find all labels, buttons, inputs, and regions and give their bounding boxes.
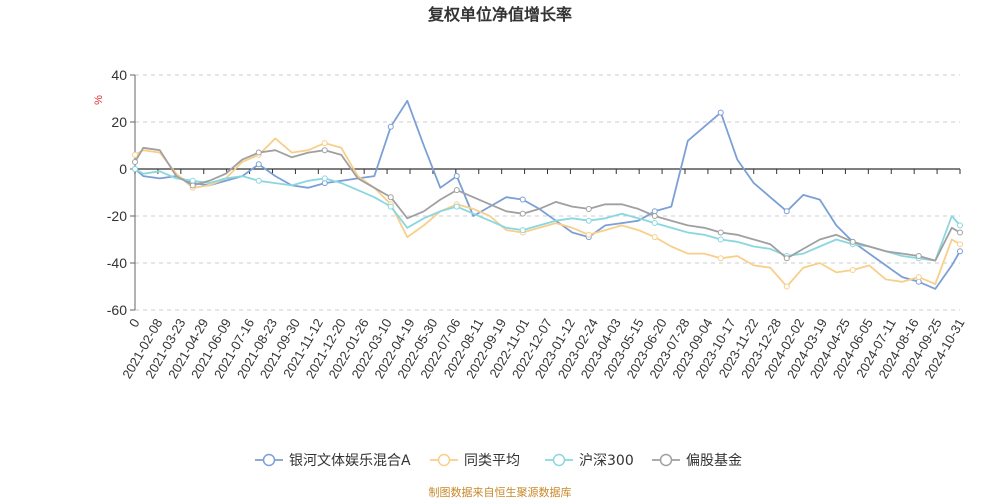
series-point-0 <box>957 248 963 255</box>
legend-label: 偏股基金 <box>686 452 742 469</box>
series-point-3 <box>321 147 328 154</box>
series-point-3 <box>519 210 526 217</box>
series-point-3 <box>957 229 963 236</box>
series-line-0 <box>134 99 961 290</box>
legend-label: 沪深300 <box>579 453 634 469</box>
series-line-3 <box>134 146 961 262</box>
legend[interactable]: 银河文体娱乐混合A 同类平均 沪深300 偏股基金 <box>255 452 742 469</box>
series-line-2 <box>134 168 961 262</box>
series-point-3 <box>585 205 592 212</box>
series-point-3 <box>651 213 658 219</box>
legend-marker <box>437 453 451 467</box>
series-point-1 <box>849 267 856 274</box>
series-point-0 <box>453 173 460 180</box>
y-tick-label: 20 <box>111 114 127 130</box>
x-tick-label: 0 <box>126 316 143 330</box>
series-point-2 <box>585 217 592 224</box>
series-point-1 <box>321 140 328 147</box>
series-point-3 <box>189 182 196 189</box>
data-source-note: 制图数据来自恒生聚源数据库 <box>429 485 572 499</box>
legend-marker <box>262 453 276 467</box>
series-point-1 <box>957 241 963 248</box>
chart-title: 复权单位净值增长率 <box>427 5 572 24</box>
series-point-3 <box>849 238 856 245</box>
series-point-1 <box>651 234 658 241</box>
series-point-1 <box>132 151 138 158</box>
series-line-1 <box>134 137 961 288</box>
axes: 40200-20-40-6002021-02-082021-03-232021-… <box>107 67 968 381</box>
legend-item-0[interactable]: 银河文体娱乐混合A <box>255 453 411 469</box>
series-point-2 <box>519 227 526 234</box>
series-point-2 <box>321 175 328 182</box>
grid-lines <box>135 74 960 311</box>
series-point-1 <box>915 274 922 281</box>
y-tick-label: 0 <box>119 161 127 177</box>
series-point-0 <box>783 208 790 215</box>
series-point-3 <box>915 252 922 259</box>
y-tick-label: -40 <box>107 255 127 271</box>
series-point-0 <box>519 196 526 203</box>
series-point-2 <box>957 222 963 229</box>
legend-item-3[interactable]: 偏股基金 <box>652 452 742 469</box>
legend-label: 银河文体娱乐混合A <box>289 453 411 469</box>
series-point-3 <box>255 149 262 156</box>
y-axis-unit: % <box>93 95 105 105</box>
series-point-2 <box>387 203 394 210</box>
series-point-2 <box>255 177 262 184</box>
y-tick-label: 40 <box>111 67 127 83</box>
legend-marker <box>659 453 673 467</box>
series-point-3 <box>783 255 790 262</box>
series-point-3 <box>453 187 460 194</box>
legend-item-1[interactable]: 同类平均 <box>430 453 520 469</box>
series-point-3 <box>387 194 394 201</box>
series-point-0 <box>717 109 724 116</box>
series-point-1 <box>717 255 724 262</box>
series-point-2 <box>132 166 138 172</box>
series-point-2 <box>651 220 658 227</box>
y-tick-label: -60 <box>107 302 127 318</box>
series-point-0 <box>255 161 262 168</box>
legend-marker <box>552 453 566 467</box>
series-lines <box>132 99 963 290</box>
series-point-2 <box>717 236 724 243</box>
series-point-1 <box>585 231 592 238</box>
series-point-3 <box>717 229 724 236</box>
legend-item-2[interactable]: 沪深300 <box>545 453 634 469</box>
y-tick-label: -20 <box>107 208 127 224</box>
series-point-0 <box>387 123 394 130</box>
series-point-2 <box>453 203 460 210</box>
series-point-1 <box>783 283 790 290</box>
series-point-3 <box>132 158 138 165</box>
legend-label: 同类平均 <box>464 453 520 469</box>
